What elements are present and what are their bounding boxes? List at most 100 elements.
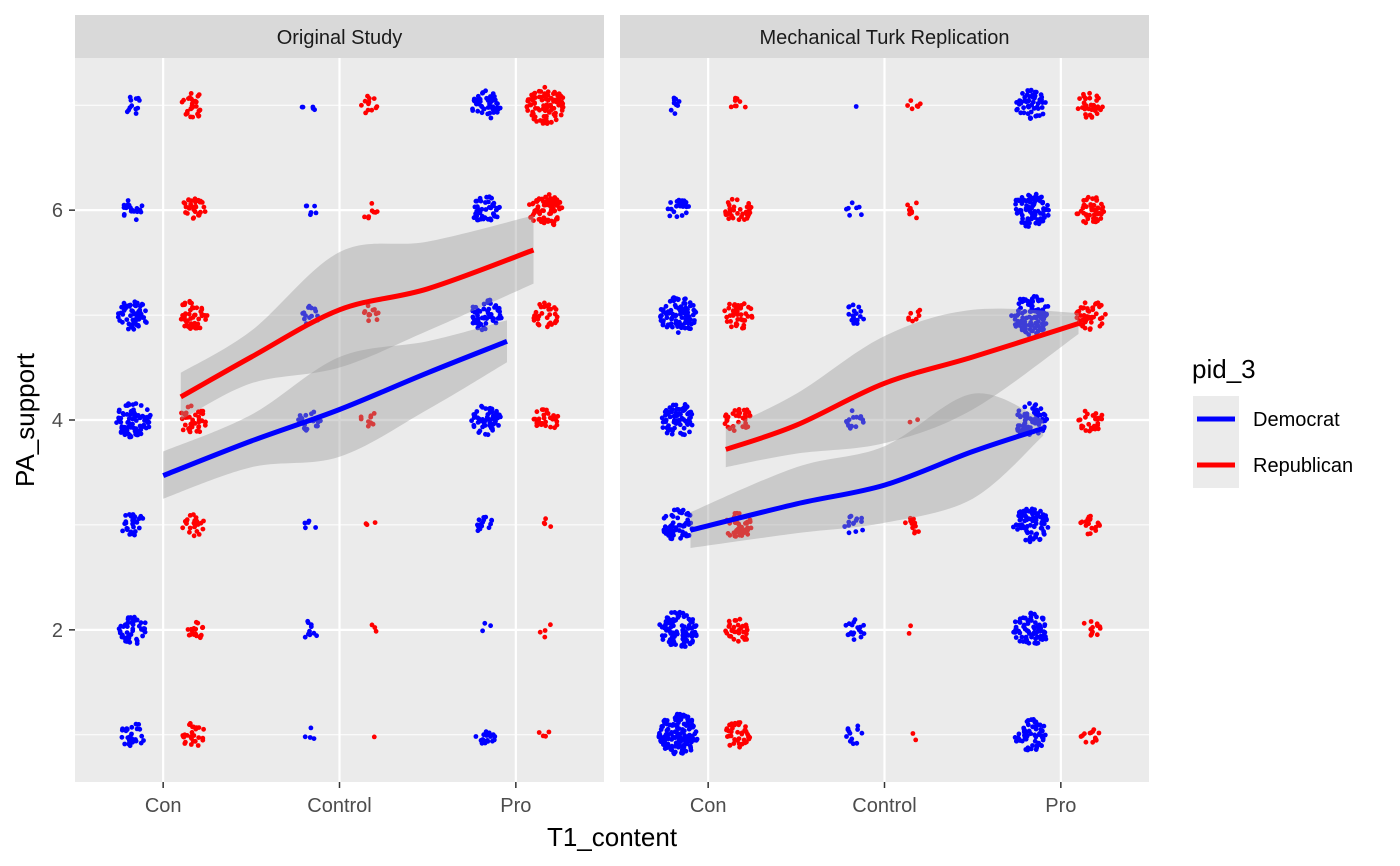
data-point-republican <box>1088 513 1093 519</box>
data-point-democrat <box>683 405 689 411</box>
data-point-democrat <box>134 432 140 438</box>
data-point-republican <box>1097 316 1103 322</box>
data-point-democrat <box>313 210 319 216</box>
data-point-republican <box>546 729 552 735</box>
data-point-democrat <box>671 95 677 101</box>
data-point-democrat <box>668 107 674 113</box>
data-point-democrat <box>849 317 855 323</box>
data-point-democrat <box>118 419 124 425</box>
data-point-republican <box>909 106 915 112</box>
data-point-democrat <box>681 309 687 314</box>
data-point-democrat <box>471 96 477 102</box>
data-point-democrat <box>661 309 667 315</box>
data-point-democrat <box>684 638 690 644</box>
x-tick-label: Control <box>852 795 916 817</box>
data-point-republican <box>1093 524 1099 530</box>
data-point-democrat <box>302 316 307 322</box>
data-point-democrat <box>1016 408 1022 414</box>
data-point-republican <box>196 113 202 119</box>
data-point-republican <box>907 211 912 217</box>
data-point-republican <box>546 192 552 197</box>
data-point-democrat <box>1040 200 1045 206</box>
data-point-democrat <box>1026 640 1032 646</box>
data-point-republican <box>1090 729 1096 734</box>
data-point-republican <box>548 424 553 430</box>
data-point-republican <box>184 319 190 325</box>
data-point-democrat <box>678 311 683 317</box>
data-point-democrat <box>475 528 481 534</box>
data-point-democrat <box>136 516 142 522</box>
data-point-democrat <box>1040 728 1045 734</box>
data-point-democrat <box>470 314 476 320</box>
points-layer <box>656 87 1108 757</box>
data-point-republican <box>366 318 371 324</box>
data-point-democrat <box>1029 296 1035 302</box>
data-point-democrat <box>1018 318 1024 324</box>
data-point-democrat <box>859 212 864 218</box>
data-point-republican <box>1089 114 1095 119</box>
data-point-democrat <box>667 414 673 420</box>
data-point-republican <box>369 107 375 113</box>
y-tick-label: 2 <box>52 620 63 642</box>
data-point-democrat <box>124 727 130 732</box>
data-point-democrat <box>682 737 688 743</box>
data-point-democrat <box>1025 103 1031 109</box>
data-point-republican <box>371 734 377 740</box>
data-point-democrat <box>1027 327 1033 332</box>
data-point-democrat <box>122 741 128 747</box>
data-point-democrat <box>846 311 852 317</box>
data-point-republican <box>1090 739 1096 745</box>
data-point-republican <box>1082 731 1087 737</box>
data-point-democrat <box>846 423 851 428</box>
data-point-democrat <box>859 515 864 521</box>
data-point-democrat <box>480 424 485 430</box>
data-point-democrat <box>856 304 862 310</box>
data-point-democrat <box>666 736 671 742</box>
data-point-republican <box>748 525 754 531</box>
data-point-democrat <box>488 623 493 629</box>
data-point-democrat <box>128 97 134 103</box>
data-point-democrat <box>1018 514 1024 520</box>
data-point-democrat <box>1022 420 1028 426</box>
data-point-republican <box>536 730 542 735</box>
panels-layer: Original Study Con Control Pro 2 4 6 Mechanical… <box>52 15 1149 817</box>
data-point-republican <box>192 209 198 215</box>
data-point-republican <box>373 105 379 111</box>
data-point-republican <box>1079 425 1084 431</box>
data-point-democrat <box>138 403 144 408</box>
data-point-democrat <box>685 632 691 638</box>
data-point-democrat <box>1031 215 1037 221</box>
data-point-republican <box>747 210 753 216</box>
data-point-republican <box>184 733 190 738</box>
data-point-democrat <box>680 202 685 207</box>
data-point-democrat <box>1014 313 1020 318</box>
data-point-republican <box>540 106 546 112</box>
data-point-democrat <box>487 405 493 411</box>
data-point-republican <box>1088 319 1094 325</box>
data-point-democrat <box>1045 202 1050 208</box>
data-point-republican <box>741 301 747 307</box>
data-point-democrat <box>681 714 687 719</box>
data-point-democrat <box>1036 319 1041 324</box>
data-point-republican <box>543 116 549 122</box>
data-point-democrat <box>308 725 314 731</box>
data-point-democrat <box>314 423 320 428</box>
data-point-democrat <box>681 614 687 620</box>
data-point-democrat <box>1039 94 1045 100</box>
data-point-democrat <box>1034 294 1039 300</box>
data-point-democrat <box>146 415 152 420</box>
data-point-republican <box>1090 625 1095 630</box>
data-point-democrat <box>137 98 142 103</box>
data-point-democrat <box>490 427 495 433</box>
data-point-republican <box>558 93 564 99</box>
data-point-republican <box>200 735 206 741</box>
data-point-democrat <box>672 634 677 639</box>
data-point-republican <box>551 99 556 104</box>
data-point-republican <box>203 419 208 425</box>
data-point-republican <box>910 318 915 324</box>
data-point-democrat <box>678 325 684 331</box>
data-point-republican <box>535 204 541 210</box>
data-point-democrat <box>676 528 682 533</box>
data-point-republican <box>187 529 192 535</box>
data-point-democrat <box>687 410 693 415</box>
